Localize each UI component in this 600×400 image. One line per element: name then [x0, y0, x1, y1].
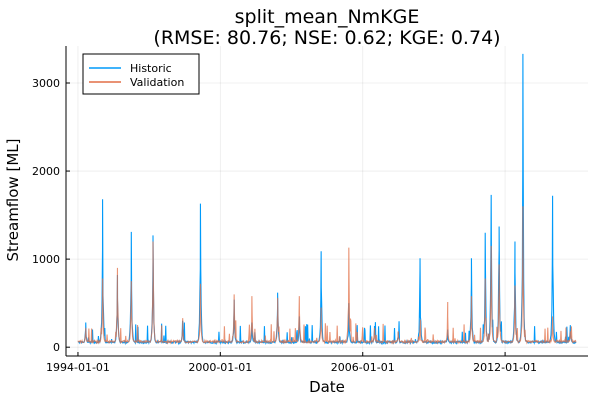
legend: Historic Validation	[82, 53, 200, 95]
legend-label-historic: Historic	[130, 62, 172, 75]
y-tick-label: 3000	[32, 77, 60, 90]
tick-labels: 0 1000 2000 3000 1994-01-01 2000-01-01 2006-01…	[32, 77, 537, 374]
x-tick-label: 2000-01-01	[188, 361, 252, 374]
x-tick-label: 2012-01-01	[473, 361, 537, 374]
chart-title-group: split_mean_NmKGE (RMSE: 80.76; NSE: 0.62…	[153, 6, 500, 49]
plot-axes	[65, 46, 588, 357]
y-tick-label: 2000	[32, 165, 60, 178]
series-line-validation	[77, 206, 577, 345]
legend-box	[82, 53, 200, 95]
y-tick-label: 0	[53, 341, 60, 354]
chart-title: split_mean_NmKGE	[235, 6, 420, 28]
y-axis-label: Streamflow [ML]	[4, 139, 22, 262]
y-tick-label: 1000	[32, 253, 60, 266]
chart-subtitle: (RMSE: 80.76; NSE: 0.62; KGE: 0.74)	[153, 27, 500, 49]
legend-label-validation: Validation	[130, 76, 184, 89]
x-tick-label: 2006-01-01	[331, 361, 395, 374]
series-group	[77, 53, 577, 346]
x-tick-label: 1994-01-01	[46, 361, 110, 374]
x-axis-label: Date	[309, 378, 345, 396]
